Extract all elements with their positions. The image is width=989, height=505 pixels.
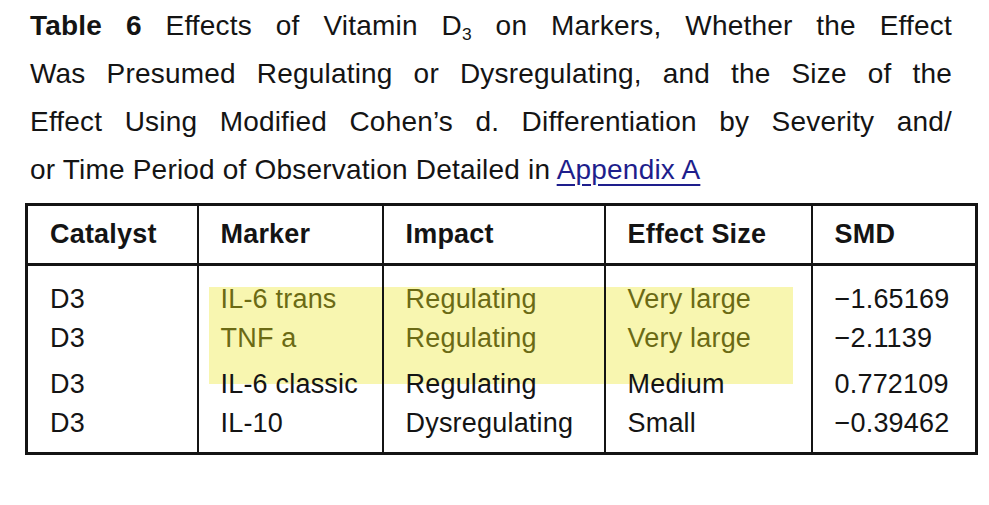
page: Table 6 Effects of Vitamin D3 on Markers… [0, 0, 989, 505]
appendix-link[interactable]: Appendix A [557, 154, 701, 185]
cell-smd: −1.65169 [812, 265, 977, 316]
cell-marker: IL-6 trans [198, 265, 383, 316]
caption-text: Effects of Vitamin D [166, 10, 462, 41]
caption-line-4: or Time Period of Observation Detailed i… [30, 146, 952, 194]
table-row: D3 IL-10 Dysregulating Small −0.39462 [27, 407, 977, 453]
caption-line-1: Table 6 Effects of Vitamin D3 on Markers… [30, 2, 952, 50]
column-header-smd: SMD [812, 205, 977, 265]
cell-marker: IL-6 classic [198, 361, 383, 407]
effects-table: Catalyst Marker Impact Effect Size SMD D… [25, 203, 978, 455]
cell-effect-size: Medium [605, 361, 812, 407]
cell-marker: TNF a [198, 315, 383, 361]
header-row: Catalyst Marker Impact Effect Size SMD [27, 205, 977, 265]
cell-impact: Dysregulating [383, 407, 605, 453]
cell-effect-size: Small [605, 407, 812, 453]
cell-catalyst: D3 [27, 407, 198, 453]
cell-effect-size: Very large [605, 315, 812, 361]
table-row: D3 IL-6 trans Regulating Very large −1.6… [27, 265, 977, 316]
cell-impact: Regulating [383, 315, 605, 361]
cell-catalyst: D3 [27, 265, 198, 316]
caption-line-2: Was Presumed Regulating or Dysregulating… [30, 50, 952, 98]
column-header-effect-size: Effect Size [605, 205, 812, 265]
column-header-marker: Marker [198, 205, 383, 265]
table-caption: Table 6 Effects of Vitamin D3 on Markers… [30, 2, 952, 194]
column-header-catalyst: Catalyst [27, 205, 198, 265]
caption-text: on Markers, Whether the Effect [496, 10, 952, 41]
cell-smd: −0.39462 [812, 407, 977, 453]
cell-marker: IL-10 [198, 407, 383, 453]
cell-effect-size: Very large [605, 265, 812, 316]
table-row: D3 TNF a Regulating Very large −2.1139 [27, 315, 977, 361]
table-row: D3 IL-6 classic Regulating Medium 0.7721… [27, 361, 977, 407]
effects-table-wrap: Catalyst Marker Impact Effect Size SMD D… [25, 203, 975, 488]
cell-smd: −2.1139 [812, 315, 977, 361]
caption-line-3: Effect Using Modified Cohen’s d. Differe… [30, 98, 952, 146]
cell-catalyst: D3 [27, 361, 198, 407]
vitamin-d3-subscript: 3 [462, 24, 472, 44]
cell-impact: Regulating [383, 361, 605, 407]
cell-catalyst: D3 [27, 315, 198, 361]
cell-smd: 0.772109 [812, 361, 977, 407]
column-header-impact: Impact [383, 205, 605, 265]
caption-text: or Time Period of Observation Detailed i… [30, 154, 550, 185]
cell-impact: Regulating [383, 265, 605, 316]
table-number-label: Table 6 [30, 10, 142, 41]
